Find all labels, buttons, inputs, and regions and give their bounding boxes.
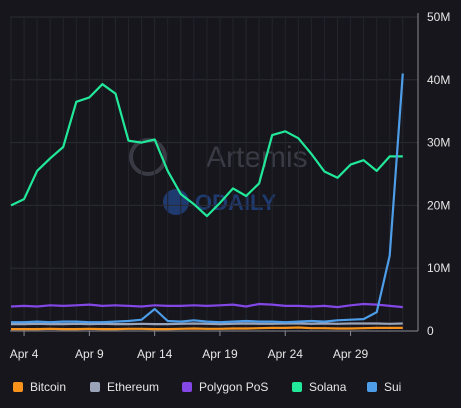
legend-swatch bbox=[13, 382, 23, 392]
legend-label: Ethereum bbox=[107, 380, 159, 394]
legend: Bitcoin Ethereum Polygon PoS Solana Sui bbox=[13, 380, 401, 394]
y-tick-label: 10M bbox=[427, 261, 450, 275]
watermark-logo-text: Artemis bbox=[206, 141, 308, 174]
legend-swatch bbox=[90, 382, 100, 392]
watermark-logo2-text: ODAILY bbox=[195, 190, 276, 215]
series-line-solana bbox=[10, 83, 403, 218]
legend-swatch bbox=[367, 382, 377, 392]
legend-item-sui[interactable]: Sui bbox=[367, 380, 401, 394]
grid bbox=[10, 16, 418, 332]
x-axis: Apr 4 Apr 9 Apr 14 Apr 19 Apr 24 Apr 29 bbox=[10, 330, 418, 361]
series-line-sui bbox=[11, 73, 404, 324]
legend-swatch bbox=[182, 382, 192, 392]
legend-label: Bitcoin bbox=[30, 380, 66, 394]
watermark-logo2-icon bbox=[163, 189, 189, 215]
x-tick-label: Apr 14 bbox=[137, 347, 173, 361]
legend-label: Solana bbox=[309, 380, 347, 394]
series-lines bbox=[10, 73, 404, 331]
legend-label: Polygon PoS bbox=[199, 380, 268, 394]
legend-item-solana[interactable]: Solana bbox=[292, 380, 347, 394]
x-tick-label: Apr 4 bbox=[10, 347, 39, 361]
y-tick-label: 20M bbox=[427, 198, 450, 212]
legend-label: Sui bbox=[384, 380, 401, 394]
x-tick-label: Apr 9 bbox=[75, 347, 104, 361]
x-tick-label: Apr 24 bbox=[268, 347, 304, 361]
y-tick-label: 50M bbox=[427, 10, 450, 24]
y-tick-label: 40M bbox=[427, 73, 450, 87]
y-tick-label: 30M bbox=[427, 136, 450, 150]
x-tick-label: Apr 19 bbox=[202, 347, 238, 361]
y-axis: 0 10M 20M 30M 40M 50M bbox=[417, 10, 450, 338]
series-line-polygon-pos bbox=[10, 302, 403, 309]
y-tick-label: 0 bbox=[427, 324, 434, 338]
legend-item-polygon-pos[interactable]: Polygon PoS bbox=[182, 380, 268, 394]
watermark-logo-icon bbox=[129, 138, 167, 176]
legend-swatch bbox=[292, 382, 302, 392]
legend-item-ethereum[interactable]: Ethereum bbox=[90, 380, 159, 394]
series-line-ethereum bbox=[11, 322, 403, 326]
legend-item-bitcoin[interactable]: Bitcoin bbox=[13, 380, 66, 394]
series-line-bitcoin bbox=[11, 326, 403, 331]
x-tick-label: Apr 29 bbox=[333, 347, 369, 361]
